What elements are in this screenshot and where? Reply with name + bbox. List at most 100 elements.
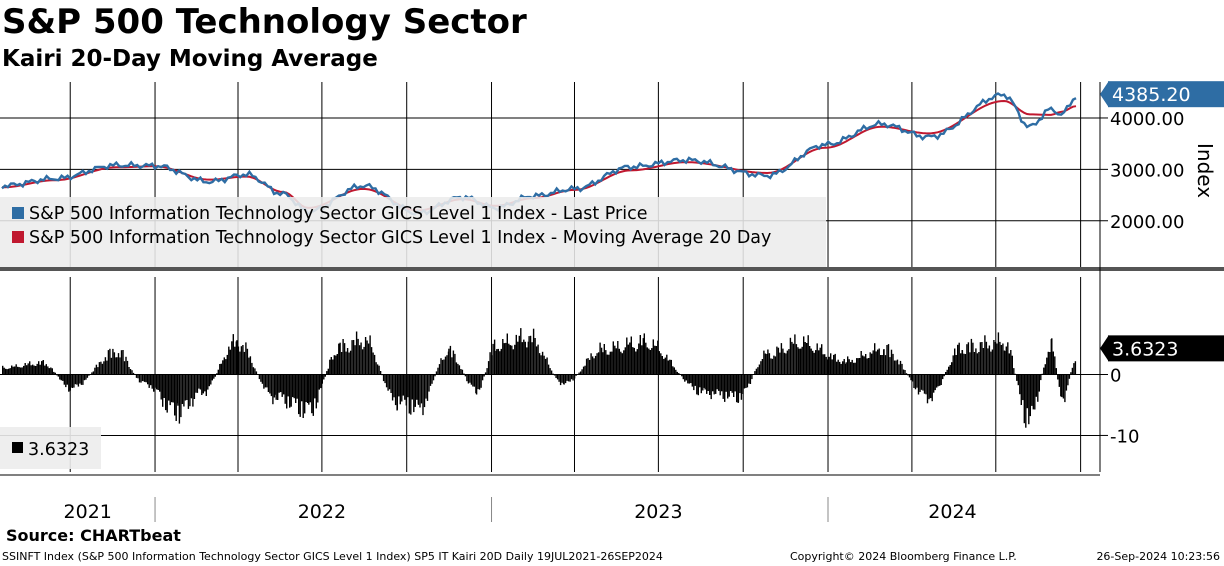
kairi-bar	[132, 372, 135, 375]
kairi-bar	[375, 362, 377, 375]
kairi-bar	[966, 344, 968, 375]
kairi-bar	[2, 365, 4, 375]
kairi-bar	[231, 341, 233, 375]
kairi-bar	[502, 339, 504, 375]
kairi-bar	[889, 357, 891, 375]
kairi-bar	[877, 349, 879, 375]
kairi-bar	[1067, 374, 1069, 386]
kairi-bar	[798, 348, 800, 375]
kairi-bar	[14, 366, 16, 375]
kairi-bar	[446, 355, 448, 375]
kairi-bar	[884, 355, 887, 375]
kairi-bar	[257, 374, 259, 375]
kairi-bar	[757, 367, 759, 375]
kairi-bar	[53, 371, 55, 375]
kairi-bar	[591, 356, 594, 375]
kairi-bar	[990, 351, 992, 375]
kairi-bar	[35, 366, 37, 375]
kairi-bar	[730, 374, 732, 391]
kairi-bar	[1035, 374, 1037, 397]
kairi-bar	[617, 341, 619, 375]
kairi-bar	[1013, 368, 1015, 375]
kairi-bar	[148, 374, 150, 388]
kairi-bar	[192, 374, 194, 407]
kairi-bar	[47, 366, 49, 375]
kairi-bar	[1023, 374, 1025, 424]
kairi-bar	[833, 354, 835, 375]
kairi-bar	[437, 367, 439, 375]
kairi-bar	[317, 374, 319, 403]
kairi-bar	[556, 374, 559, 380]
kairi-bar	[159, 374, 161, 392]
kairi-bar	[493, 339, 496, 375]
kairi-bar	[1014, 373, 1016, 375]
kairi-bar	[875, 351, 877, 375]
kairi-bar	[860, 351, 862, 375]
kairi-bar	[296, 374, 298, 399]
kairi-bar	[174, 374, 176, 416]
kairi-bar	[945, 372, 947, 375]
kairi-bar	[1007, 342, 1009, 375]
kairi-bar	[736, 374, 738, 403]
kairi-bar	[38, 361, 40, 375]
kairi-bar	[719, 374, 721, 396]
kairi-bar	[511, 345, 513, 375]
kairi-bar	[727, 374, 729, 399]
kairi-bar	[428, 374, 430, 392]
kairi-bar	[547, 364, 550, 375]
kairi-bar	[1022, 374, 1024, 401]
kairi-bar	[315, 374, 317, 409]
kairi-bar	[815, 350, 817, 375]
kairi-bar	[260, 374, 262, 382]
kairi-bar	[381, 374, 383, 376]
kairi-bar	[874, 343, 876, 375]
kairi-bar	[981, 342, 983, 375]
kairi-bar	[643, 333, 645, 375]
kairi-bar	[94, 367, 96, 375]
kairi-bar	[939, 374, 941, 386]
kairi-bar	[65, 374, 67, 388]
kairi-bar	[509, 345, 511, 375]
kairi-bar	[298, 374, 300, 415]
kairi-bar	[95, 364, 98, 375]
kairi-bar	[137, 374, 139, 379]
kairi-bar	[767, 349, 769, 375]
kairi-bar	[515, 334, 517, 375]
kairi-bar	[724, 374, 726, 402]
kairi-bar	[487, 361, 490, 375]
kairi-bar	[304, 374, 306, 414]
kairi-bar	[135, 374, 138, 378]
kairi-bar	[181, 374, 184, 404]
kairi-bar	[414, 374, 416, 407]
kairi-bar	[327, 368, 329, 375]
kairi-bar	[878, 348, 880, 375]
kairi-bar	[993, 340, 995, 375]
kairi-bar	[5, 368, 7, 375]
kairi-bar	[98, 362, 101, 375]
kairi-bar	[266, 374, 268, 388]
kairi-bar	[460, 369, 462, 375]
kairi-bar	[506, 333, 508, 375]
kairi-bar	[824, 354, 826, 375]
kairi-bar	[413, 374, 415, 413]
kairi-bar	[443, 359, 445, 375]
kairi-bar	[627, 344, 629, 375]
kairi-bar	[988, 345, 991, 375]
kairi-bar	[739, 374, 741, 394]
kairi-bar	[429, 374, 432, 386]
kairi-bar	[642, 338, 644, 375]
kairi-bar	[813, 352, 815, 375]
kairi-bar	[952, 355, 954, 375]
kairi-bar	[780, 343, 783, 375]
kairi-bar	[92, 371, 95, 375]
kairi-bar	[587, 358, 589, 375]
kairi-bar	[904, 370, 906, 375]
kairi-bar	[237, 346, 240, 375]
kairi-bar	[688, 374, 690, 384]
kairi-tick-label: 0	[1110, 366, 1121, 387]
kairi-bar	[869, 352, 871, 375]
kairi-bar	[1043, 367, 1045, 375]
kairi-bar	[620, 351, 622, 375]
kairi-bar	[563, 374, 565, 385]
kairi-bar	[558, 374, 560, 382]
